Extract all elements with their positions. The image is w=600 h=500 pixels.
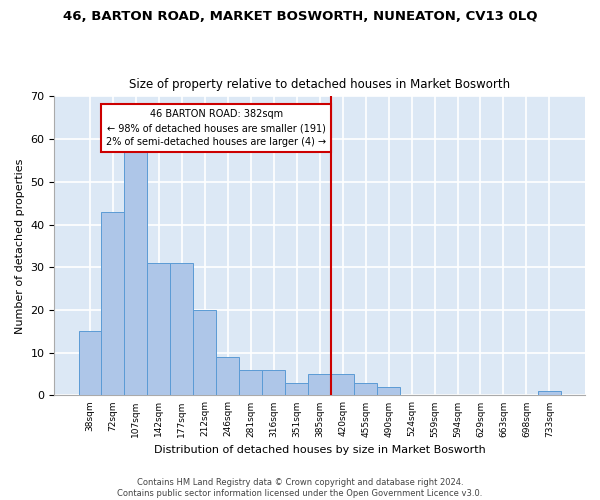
Bar	[538, 391, 561, 396]
Bar	[101, 212, 124, 396]
Title: Size of property relative to detached houses in Market Bosworth: Size of property relative to detached ho…	[129, 78, 510, 91]
Text: Contains HM Land Registry data © Crown copyright and database right 2024.
Contai: Contains HM Land Registry data © Crown c…	[118, 478, 482, 498]
Bar	[124, 152, 148, 396]
Text: 46, BARTON ROAD, MARKET BOSWORTH, NUNEATON, CV13 0LQ: 46, BARTON ROAD, MARKET BOSWORTH, NUNEAT…	[63, 10, 537, 23]
Y-axis label: Number of detached properties: Number of detached properties	[15, 158, 25, 334]
Bar	[170, 263, 193, 396]
Bar	[262, 370, 285, 396]
Bar	[331, 374, 354, 396]
Text: 46 BARTON ROAD: 382sqm
← 98% of detached houses are smaller (191)
2% of semi-det: 46 BARTON ROAD: 382sqm ← 98% of detached…	[106, 109, 326, 147]
Bar	[308, 374, 331, 396]
Bar	[377, 387, 400, 396]
Bar	[239, 370, 262, 396]
Bar	[148, 263, 170, 396]
X-axis label: Distribution of detached houses by size in Market Bosworth: Distribution of detached houses by size …	[154, 445, 485, 455]
Bar	[193, 310, 217, 396]
Bar	[354, 382, 377, 396]
Bar	[285, 382, 308, 396]
Bar	[79, 332, 101, 396]
Bar	[217, 357, 239, 396]
